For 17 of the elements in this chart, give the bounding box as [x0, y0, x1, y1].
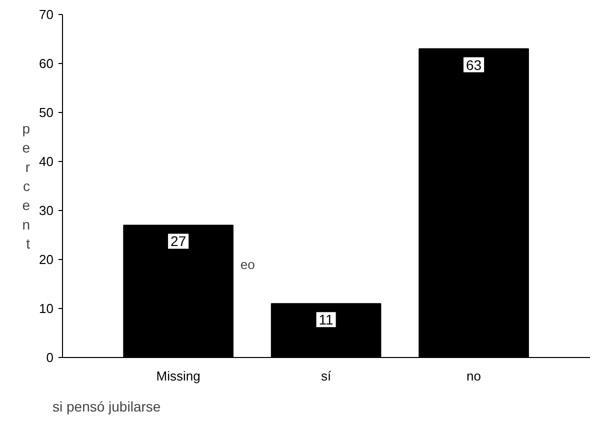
x-tick-label: no	[466, 368, 482, 384]
data-label: 27	[170, 233, 186, 250]
y-tick-label: 50	[39, 105, 54, 120]
annotation: eo	[240, 256, 255, 272]
data-label: 11	[318, 312, 334, 328]
x-axis-title: si pensó jubilarse	[52, 398, 161, 414]
data-label: 63	[466, 56, 482, 73]
y-tick-label: 30	[39, 203, 54, 218]
y-axis-title: percent	[22, 120, 30, 252]
y-tick-label: 40	[39, 154, 54, 169]
x-tick-label: Missing	[156, 368, 200, 384]
y-tick-label: 60	[39, 56, 54, 71]
y-tick-label: 70	[39, 7, 54, 22]
x-tick-label: sí	[321, 368, 332, 384]
y-tick-label: 0	[46, 350, 54, 365]
y-tick-label: 10	[39, 301, 54, 316]
y-tick-label: 20	[39, 252, 54, 267]
